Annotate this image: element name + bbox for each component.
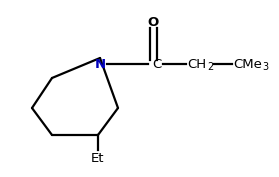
Text: O: O xyxy=(147,16,159,28)
Text: C: C xyxy=(152,59,161,72)
Text: CMe: CMe xyxy=(233,58,262,70)
Text: CH: CH xyxy=(187,58,206,70)
Text: 3: 3 xyxy=(262,62,268,72)
Text: Et: Et xyxy=(91,152,105,164)
Text: N: N xyxy=(94,58,105,70)
Text: 2: 2 xyxy=(207,62,213,72)
